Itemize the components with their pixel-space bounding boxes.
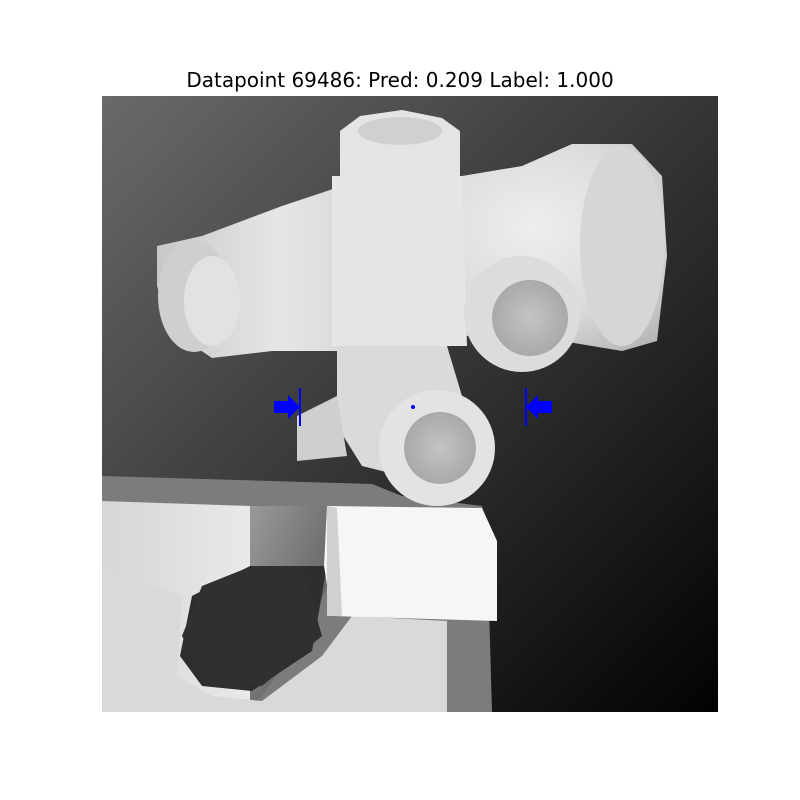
grasp-markers — [274, 388, 552, 426]
pipe-fitting-object — [157, 110, 667, 506]
right-arrow-marker — [525, 388, 552, 426]
left-arrow-marker — [274, 388, 301, 426]
depth-image-panel — [102, 96, 718, 712]
depth-image — [102, 96, 718, 712]
figure-title: Datapoint 69486: Pred: 0.209 Label: 1.00… — [186, 68, 614, 92]
center-point-marker — [411, 405, 415, 409]
bottom-surface — [102, 476, 497, 712]
